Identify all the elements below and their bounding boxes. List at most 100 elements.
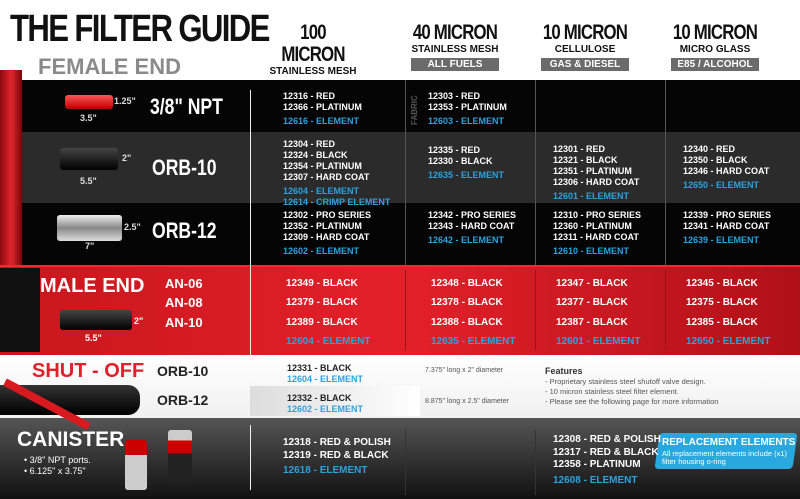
- an10-label: AN-10: [165, 315, 203, 330]
- media-type: STAINLESS MESH: [269, 66, 357, 77]
- element-part-number: 12601 - ELEMENT: [556, 336, 641, 347]
- fuel-badge: E85 / ALCOHOL: [671, 58, 759, 71]
- column-header: 40 MICRON STAINLESS MESH ALL FUELS: [400, 22, 510, 71]
- micron-rating: 10 MICRON: [672, 21, 758, 44]
- an08-label: AN-08: [165, 295, 203, 310]
- npt-cell: 12316 - RED 12366 - PLATINUM 12616 - ELEME…: [283, 91, 362, 127]
- orb12-length: 7": [85, 241, 95, 251]
- npt-filter-image: [65, 95, 113, 109]
- callout-text: All replacement elements include (x1) fi…: [662, 449, 788, 466]
- orb10-length: 5.5": [80, 176, 97, 186]
- part-number: 12304 - RED: [283, 139, 336, 149]
- part-number: 12332 - BLACK: [287, 393, 352, 403]
- canister-bullet: • 3/8" NPT ports.: [24, 455, 91, 465]
- male-filter-image: [60, 310, 132, 330]
- part-number: 12321 - BLACK: [553, 155, 618, 165]
- column-header: 10 MICRON MICRO GLASS E85 / ALCOHOL: [660, 22, 770, 71]
- part-number: 12302 - PRO SERIES: [283, 210, 372, 220]
- features-list: - Proprietary stainless steel shutoff va…: [545, 377, 718, 407]
- part-number: 12310 - PRO SERIES: [553, 210, 642, 220]
- element-part-number: 12603 - ELEMENT: [428, 116, 505, 126]
- part-number: 12378 - BLACK: [431, 297, 503, 308]
- element-part-number: 12604 - ELEMENT: [287, 374, 364, 384]
- part-number: 12389 - BLACK: [286, 317, 358, 328]
- part-number: 12324 - BLACK: [283, 150, 348, 160]
- part-number: 12388 - BLACK: [431, 317, 503, 328]
- media-type: CELLULOSE: [554, 44, 616, 55]
- part-number: 12360 - PLATINUM: [553, 221, 632, 231]
- part-number: 12316 - RED: [283, 91, 336, 101]
- orb12-row: [0, 203, 800, 265]
- part-number: 12385 - BLACK: [686, 317, 758, 328]
- element-part-number: 12601 - ELEMENT: [553, 191, 630, 201]
- micron-rating: 100 MICRON: [281, 21, 345, 66]
- orb10-cell: 12304 - RED 12324 - BLACK 12354 - PLATINUM…: [283, 139, 390, 208]
- part-number: 12346 - HARD COAT: [683, 166, 770, 176]
- element-part-number: 12614 - CRIMP ELEMENT: [283, 197, 391, 207]
- feature-item: - 10 micron stainless steel filter eleme…: [545, 387, 679, 396]
- page-subtitle: FEMALE END: [38, 54, 181, 79]
- orb10-cell: 12335 - RED 12330 - BLACK 12635 - ELEMENT: [428, 145, 504, 181]
- part-number: 12309 - HARD COAT: [283, 232, 370, 242]
- part-number: 12366 - PLATINUM: [283, 102, 362, 112]
- male-length: 5.5": [85, 333, 102, 343]
- part-number: 12339 - PRO SERIES: [683, 210, 772, 220]
- orb10-height: 2": [122, 153, 132, 163]
- part-number: 12358 - PLATINUM: [553, 459, 641, 470]
- shutoff-orb10-spec: 7.375" long x 2" diameter: [425, 367, 504, 374]
- orb12-cell: 12302 - PRO SERIES 12352 - PLATINUM 12309 …: [283, 210, 371, 257]
- part-number: 12349 - BLACK: [286, 278, 358, 289]
- element-part-number: 12639 - ELEMENT: [683, 235, 760, 245]
- canister-bullet: • 6.125" x 3.75": [24, 466, 86, 476]
- part-number: 12343 - HARD COAT: [428, 221, 515, 231]
- media-type: MICRO GLASS: [679, 44, 751, 55]
- element-part-number: 12642 - ELEMENT: [428, 235, 505, 245]
- element-part-number: 12650 - ELEMENT: [683, 180, 760, 190]
- male-end-row: [0, 265, 800, 355]
- shutoff-label: SHUT - OFF: [32, 360, 145, 382]
- part-number: 12318 - RED & POLISH: [283, 437, 391, 448]
- orb10-cell: 12340 - RED 12350 - BLACK 12346 - HARD COA…: [683, 144, 769, 191]
- part-number: 12347 - BLACK: [556, 278, 628, 289]
- part-number: 12330 - BLACK: [428, 156, 493, 166]
- part-number: 12335 - RED: [428, 145, 481, 155]
- shutoff-orb10-label: ORB-10: [157, 363, 209, 379]
- part-number: 12303 - RED: [428, 91, 481, 101]
- npt-row: [0, 80, 800, 132]
- npt-cell: 12303 - RED 12353 - PLATINUM 12603 - ELEME…: [428, 91, 507, 127]
- element-part-number: 12610 - ELEMENT: [553, 246, 630, 256]
- part-number: 12354 - PLATINUM: [283, 161, 362, 171]
- orb12-cell: 12310 - PRO SERIES 12360 - PLATINUM 12311 …: [553, 210, 641, 257]
- element-part-number: 12635 - ELEMENT: [428, 170, 505, 180]
- shutoff-orb12-spec: 8.875" long x 2.5" diameter: [425, 398, 509, 405]
- element-part-number: 12650 - ELEMENT: [686, 336, 771, 347]
- part-number: 12341 - HARD COAT: [683, 221, 770, 231]
- page-title: THE FILTER GUIDE: [10, 8, 270, 50]
- features-title: Features: [545, 366, 583, 376]
- an06-label: AN-06: [165, 276, 203, 291]
- part-number: 12308 - RED & POLISH: [553, 434, 661, 445]
- part-number: 12319 - RED & BLACK: [283, 449, 389, 461]
- male-fitting-image: [0, 268, 40, 352]
- element-part-number: 12602 - ELEMENT: [283, 246, 360, 256]
- part-number: 12311 - HARD COAT: [553, 232, 639, 242]
- column-header: 10 MICRON CELLULOSE GAS & DIESEL: [530, 22, 640, 71]
- part-number: 12317 - RED & BLACK: [553, 446, 659, 458]
- element-part-number: 12616 - ELEMENT: [283, 116, 360, 126]
- element-part-number: 12608 - ELEMENT: [553, 474, 638, 486]
- part-number: 12301 - RED: [553, 144, 606, 154]
- part-number: 12379 - BLACK: [286, 297, 358, 308]
- part-number: 12307 - HARD COAT: [283, 172, 370, 182]
- orb12-filter-image: [57, 215, 122, 241]
- element-part-number: 12618 - ELEMENT: [283, 465, 368, 476]
- callout-title: REPLACEMENT ELEMENTS: [662, 437, 796, 448]
- canister-cell: 12318 - RED & POLISH 12319 - RED & BLACK 1…: [283, 437, 391, 478]
- feature-item: - Proprietary stainless steel shutoff va…: [545, 377, 706, 386]
- filter-product-image: [0, 70, 22, 265]
- fuel-badge: GAS & DIESEL: [541, 58, 629, 71]
- micron-rating: 40 MICRON: [412, 21, 498, 44]
- shutoff-orb12-label: ORB-12: [157, 392, 209, 408]
- part-number: 12348 - BLACK: [431, 278, 503, 289]
- media-type: STAINLESS MESH: [411, 44, 499, 55]
- canister-label: CANISTER: [17, 428, 125, 451]
